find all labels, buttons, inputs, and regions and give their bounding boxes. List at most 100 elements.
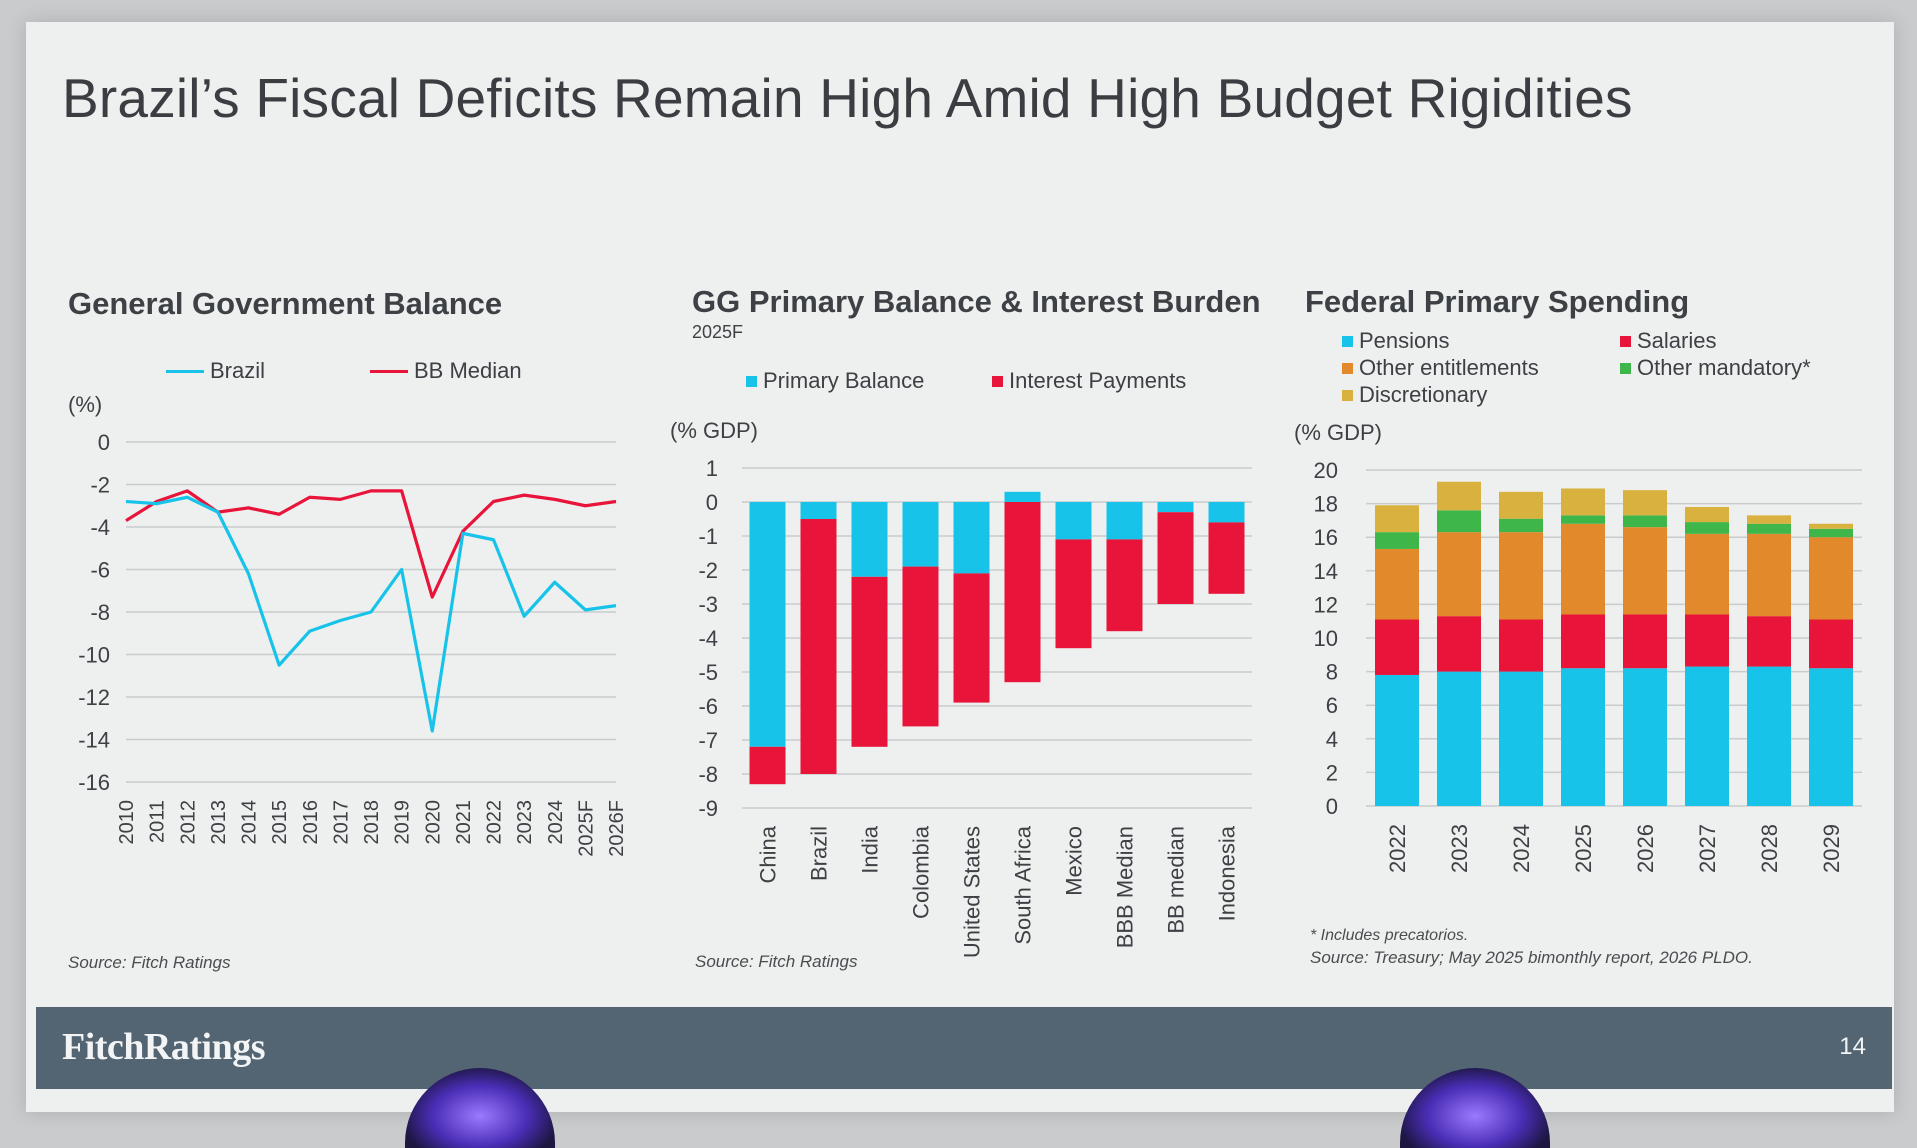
- chart3-xtick-label: 2023: [1447, 824, 1472, 873]
- chart2-ytick-label: -5: [698, 660, 718, 685]
- chart1-xtick-label: 2015: [269, 800, 291, 845]
- chart2-bar-interest-payments: [1106, 539, 1143, 632]
- chart1-ytick-label: -16: [78, 770, 110, 795]
- chart2-ytick-label: -3: [698, 592, 718, 617]
- chart2-ytick-label: -2: [698, 558, 718, 583]
- chart3-bar-discretionary: [1623, 490, 1667, 516]
- chart1-xtick-label: 2011: [147, 800, 169, 843]
- chart3-legend-other-mandatory: Other mandatory*: [1620, 355, 1811, 381]
- chart2-xtick-label: Colombia: [909, 825, 934, 919]
- chart3-bar-discretionary: [1375, 505, 1419, 533]
- chart2-bar-primary-balance: [902, 502, 939, 567]
- chart3-bar-pensions: [1437, 671, 1481, 806]
- chart2-legend-interest-label: Interest Payments: [1009, 368, 1187, 393]
- chart1-ytick-label: -4: [90, 515, 110, 540]
- chart3-legend-salaries-swatch: [1620, 335, 1631, 347]
- chart1-xtick-label: 2022: [484, 800, 506, 845]
- chart3-ytick-label: 16: [1314, 525, 1338, 550]
- chart3-bar-other-entitlements: [1809, 537, 1853, 620]
- chart3-bar-other-entitlements: [1375, 548, 1419, 620]
- chart3-xtick-label: 2026: [1633, 824, 1658, 873]
- chart3-legend-discretionary-swatch: [1342, 389, 1353, 401]
- chart2-bar-primary-balance: [800, 502, 837, 519]
- chart3-bar-discretionary: [1747, 515, 1791, 524]
- chart1-xtick-label: 2023: [514, 800, 536, 845]
- chart1-plot: (%) 0 -2 -4 -6 -8 -10 -12 -14 -16 2010 2011 2012 2013…: [68, 392, 628, 857]
- chart2-bar-primary-balance: [953, 502, 990, 574]
- chart2-legend-interest: Interest Payments: [992, 368, 1186, 394]
- chart3-ytick-label: 14: [1314, 559, 1338, 584]
- chart2-ytick-label: 1: [706, 456, 718, 481]
- chart2-xtick-label: United States: [960, 826, 985, 958]
- chart3-bar-salaries: [1747, 616, 1791, 667]
- chart1-title: General Government Balance: [68, 286, 503, 321]
- chart1-ytick-label: -2: [90, 473, 110, 498]
- chart2-subtitle: 2025F: [692, 322, 744, 342]
- chart2-bar-primary-balance: [1004, 491, 1041, 502]
- chart3-bar-pensions: [1561, 668, 1605, 806]
- chart2-bar-primary-balance: [749, 502, 786, 747]
- chart2-legend-primary-swatch: [746, 375, 757, 387]
- chart2-ytick-label: -4: [698, 626, 718, 651]
- chart1-ytick-label: -8: [90, 600, 110, 625]
- chart2-bar-interest-payments: [749, 746, 786, 785]
- chart3-ytick-label: 0: [1326, 794, 1338, 819]
- chart3-bar-other-mandatory-: [1561, 515, 1605, 524]
- chart3-legend-other-entitlements-swatch: [1342, 362, 1353, 374]
- chart2-ytick-label: 0: [706, 490, 718, 515]
- chart2-plot: (% GDP) 1 0 -1 -2 -3 -4 -5 -6 -7 -8 -9 China Brazil In…: [670, 418, 1252, 958]
- chart1-ylabel: (%): [68, 392, 102, 417]
- chart3-bar-other-mandatory-: [1809, 528, 1853, 538]
- chart3-ytick-label: 2: [1326, 760, 1338, 785]
- chart3-bar-other-entitlements: [1747, 533, 1791, 617]
- chart1-xtick-label: 2019: [392, 800, 414, 845]
- chart2-bar-interest-payments: [902, 566, 939, 727]
- chart1-xtick-label: 2013: [208, 800, 230, 845]
- chart3-bar-discretionary: [1499, 491, 1543, 519]
- chart3-ylabel: (% GDP): [1294, 420, 1382, 445]
- chart1-legend-brazil-label: Brazil: [210, 358, 266, 383]
- chart2-ytick-label: -8: [698, 762, 718, 787]
- chart3-ytick-label: 4: [1326, 727, 1338, 752]
- chart1-legend-bbmedian-label: BB Median: [414, 358, 522, 383]
- chart3-bar-other-mandatory-: [1623, 515, 1667, 528]
- chart3-xtick-label: 2029: [1819, 824, 1844, 873]
- chart3-note: * Includes precatorios.: [1310, 927, 1469, 944]
- chart3-legend-other-mandatory-label: Other mandatory*: [1637, 355, 1811, 380]
- chart2-legend-primary-label: Primary Balance: [763, 368, 925, 393]
- chart3-bar-other-mandatory-: [1375, 532, 1419, 549]
- chart3-legend-other-entitlements: Other entitlements: [1342, 355, 1539, 381]
- chart3-ytick-label: 12: [1314, 592, 1338, 617]
- chart2-xtick-label: Brazil: [807, 826, 832, 881]
- chart3-bar-discretionary: [1437, 481, 1481, 511]
- chart3-legend-discretionary: Discretionary: [1342, 382, 1487, 408]
- chart1-ytick-label: -6: [90, 558, 110, 583]
- chart2-bar-interest-payments: [1055, 539, 1092, 649]
- chart3-bar-discretionary: [1561, 488, 1605, 516]
- chart3-xtick-label: 2028: [1757, 824, 1782, 873]
- chart2-xtick-label: South Africa: [1011, 825, 1036, 944]
- chart3-legend-other-mandatory-swatch: [1620, 362, 1631, 374]
- chart3-bar-salaries: [1623, 614, 1667, 669]
- chart3-bar-discretionary: [1685, 506, 1729, 523]
- slide-title: Brazil’s Fiscal Deficits Remain High Ami…: [62, 67, 1633, 129]
- chart3-ytick-label: 18: [1314, 492, 1338, 517]
- chart3-bar-pensions: [1499, 671, 1543, 806]
- chart3-bar-pensions: [1809, 668, 1853, 806]
- chart3-bar-other-mandatory-: [1499, 518, 1543, 533]
- chart3-legend-salaries-label: Salaries: [1637, 328, 1717, 353]
- chart2-xtick-label: Mexico: [1062, 826, 1087, 896]
- chart1-ytick-label: -14: [78, 728, 110, 753]
- chart3-bar-other-entitlements: [1623, 527, 1667, 615]
- chart1-xtick-label: 2021: [453, 800, 475, 845]
- chart3-legend-salaries: Salaries: [1620, 328, 1716, 354]
- chart3-bar-other-entitlements: [1437, 532, 1481, 617]
- chart3-xtick-label: 2025: [1571, 824, 1596, 873]
- chart3-legend-discretionary-label: Discretionary: [1359, 382, 1488, 407]
- chart1-legend-bbmedian-line: [370, 369, 408, 373]
- chart1-xtick-label: 2010: [116, 800, 138, 845]
- chart3-ytick-label: 20: [1314, 458, 1338, 483]
- chart1-xtick-label: 2026F: [606, 800, 628, 857]
- chart3-bar-salaries: [1561, 614, 1605, 669]
- chart2-ytick-label: -7: [698, 728, 718, 753]
